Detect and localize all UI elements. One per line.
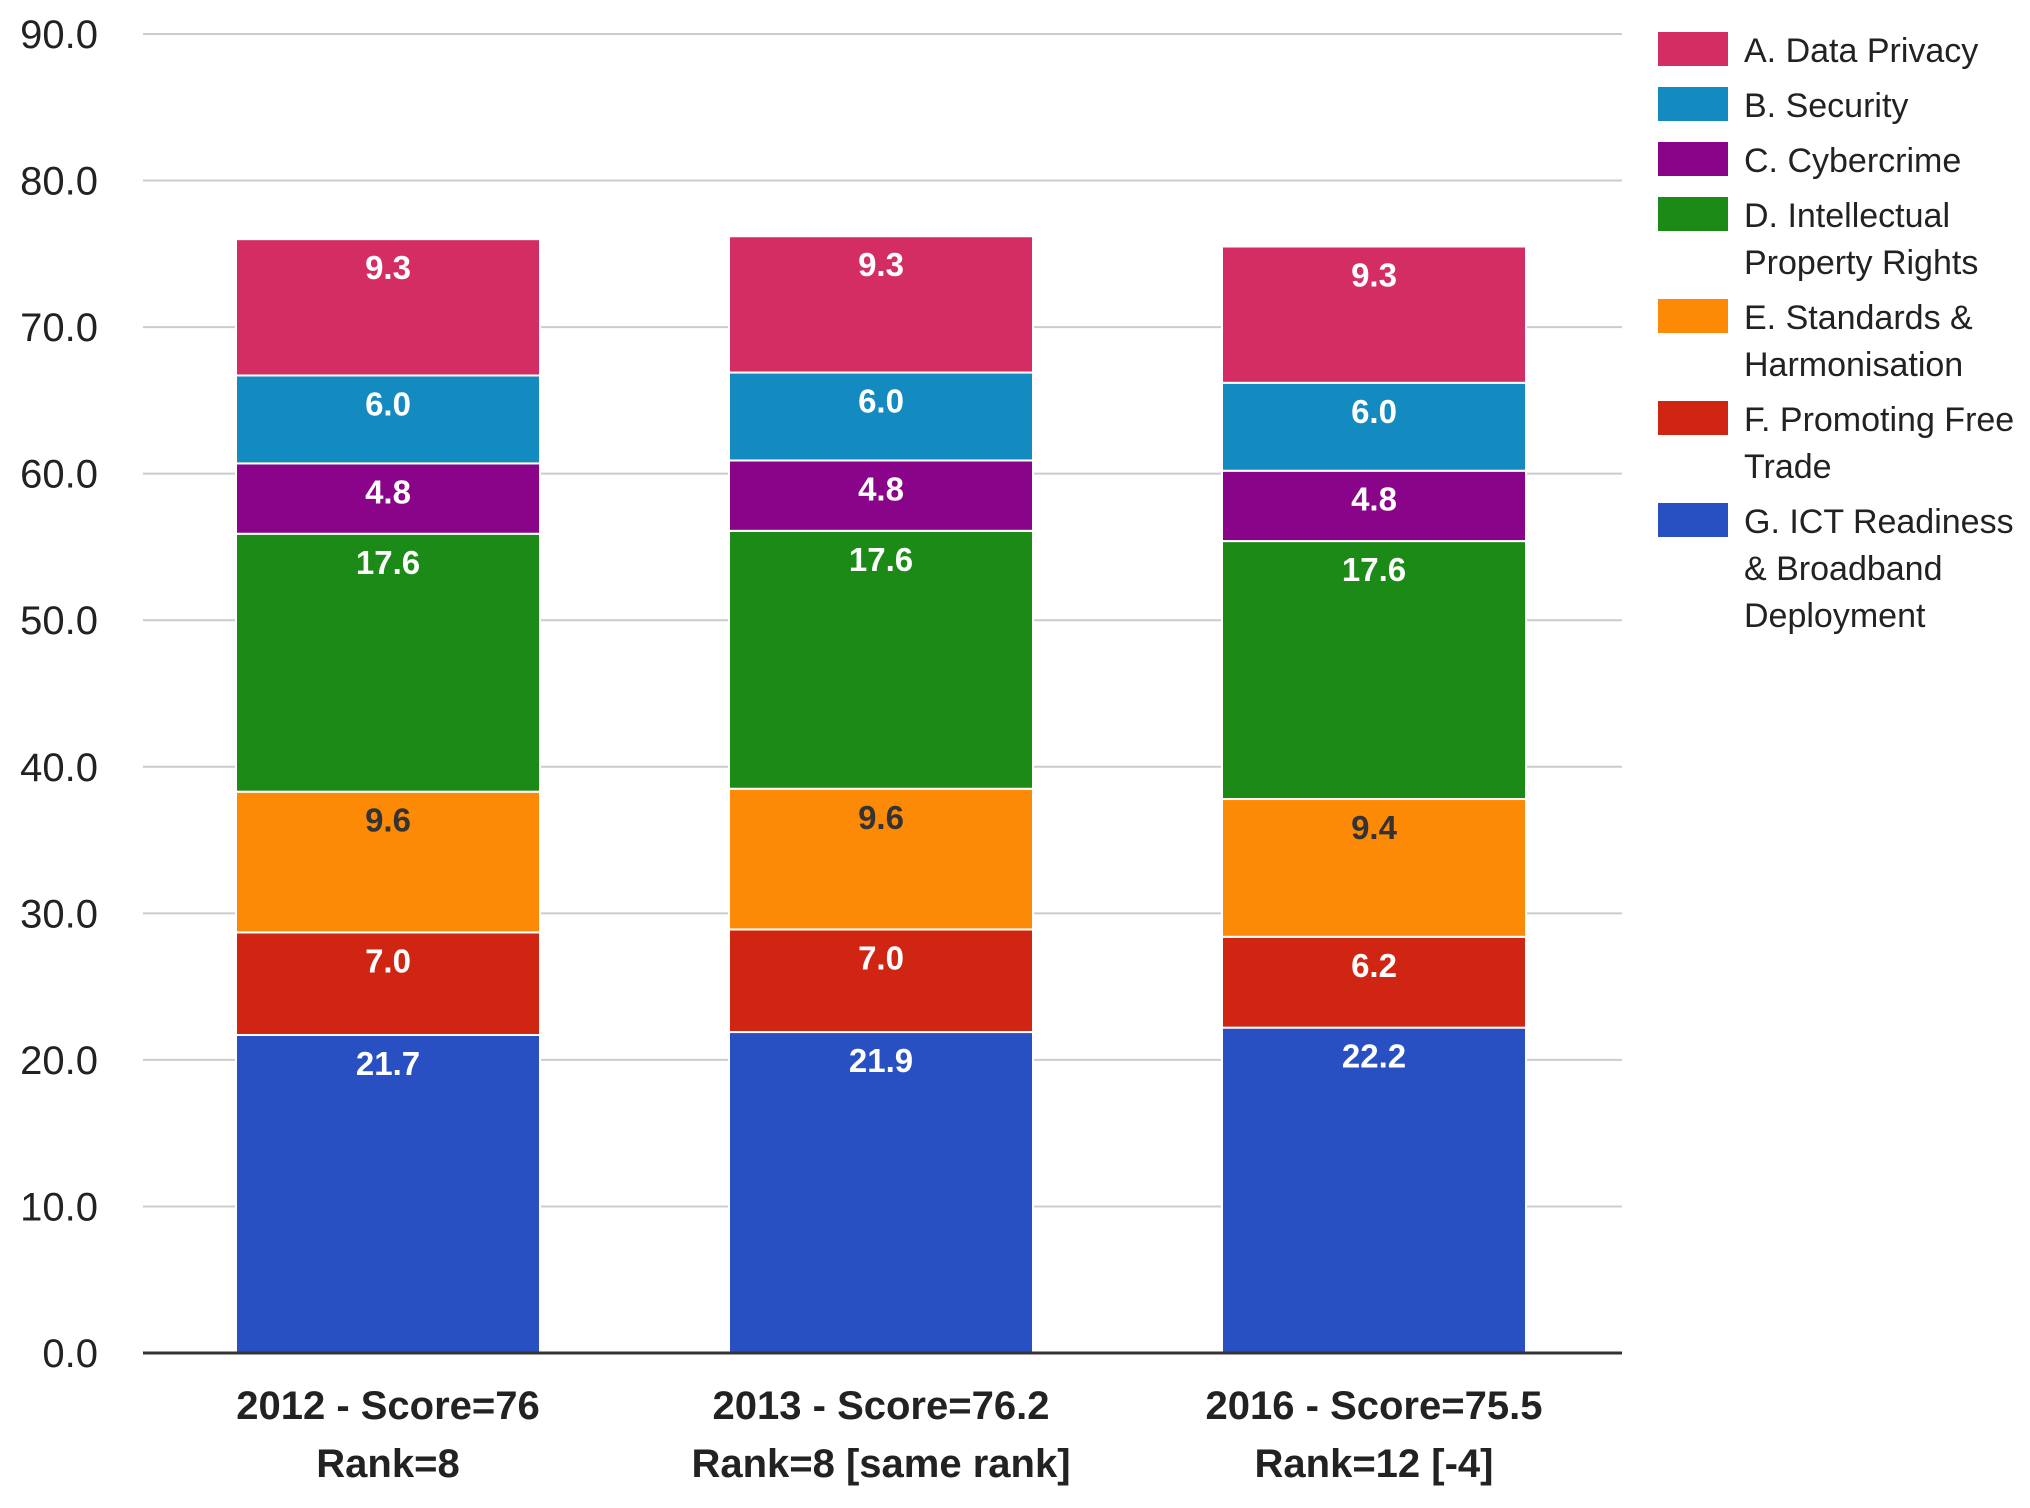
data-label: 21.9 [849, 1042, 913, 1079]
y-tick-label: 30.0 [20, 892, 98, 936]
data-label: 17.6 [1342, 551, 1406, 588]
x-category-label: 2013 - Score=76.2 [713, 1384, 1050, 1428]
bars-layer: 21.7 7.0 9.6 17.6 4.8 6.0 9.3 21.9 7.0 9.6 17.6 4.8… [235, 235, 1527, 1355]
bar-segment [235, 238, 541, 377]
data-label: 4.8 [365, 473, 411, 510]
x-category-label: Rank=8 [316, 1442, 459, 1486]
bar-segment [1221, 245, 1527, 384]
legend-entry: A. Data Privacy [1658, 32, 1978, 70]
data-label: 9.6 [858, 799, 904, 836]
y-tick-label: 40.0 [20, 746, 98, 790]
data-label: 21.7 [356, 1045, 420, 1082]
data-label: 9.3 [1351, 257, 1397, 294]
data-label: 7.0 [365, 942, 411, 979]
legend-entry: B. Security [1658, 87, 1908, 125]
x-category-label: Rank=12 [-4] [1255, 1442, 1494, 1486]
legend-label: & Broadband [1744, 550, 1943, 588]
legend-swatch [1658, 32, 1728, 66]
data-label: 9.3 [858, 246, 904, 283]
axis-layer: 0.0 10.0 20.0 30.0 40.0 50.0 60.0 70.0 80.0 90.0 2… [20, 13, 1622, 1486]
data-label: 22.2 [1342, 1038, 1406, 1075]
data-label: 17.6 [356, 544, 420, 581]
bar-segment [235, 790, 541, 934]
y-tick-label: 0.0 [42, 1332, 98, 1376]
bar-segment [1221, 469, 1527, 543]
data-label: 6.0 [1351, 393, 1397, 430]
data-label: 9.6 [365, 802, 411, 839]
legend-label: A. Data Privacy [1744, 32, 1978, 70]
bar-segment [728, 787, 1034, 931]
legend-entry: E. Standards & Harmonisation [1658, 299, 1973, 384]
data-label: 6.0 [365, 385, 411, 422]
bar-segment [728, 459, 1034, 532]
bar-segment [1221, 540, 1527, 801]
bar-segment [728, 529, 1034, 790]
y-tick-label: 70.0 [20, 306, 98, 350]
bar-segment [235, 931, 541, 1036]
legend-swatch [1658, 401, 1728, 435]
x-category-label: 2016 - Score=75.5 [1206, 1384, 1543, 1428]
data-label: 6.0 [858, 383, 904, 420]
legend-entry: C. Cybercrime [1658, 142, 1961, 180]
legend-label: F. Promoting Free [1744, 401, 2014, 439]
legend-swatch [1658, 197, 1728, 231]
bar-segment [1221, 935, 1527, 1029]
y-tick-label: 80.0 [20, 160, 98, 204]
legend-swatch [1658, 299, 1728, 333]
legend-label: Deployment [1744, 597, 1926, 635]
legend-label: Property Rights [1744, 244, 1978, 282]
data-label: 4.8 [858, 470, 904, 507]
legend-entry: G. ICT Readiness & Broadband Deployment [1658, 503, 2014, 635]
y-tick-label: 20.0 [20, 1039, 98, 1083]
bar-segment [728, 1031, 1034, 1354]
bar-segment [728, 235, 1034, 374]
bar-segment [235, 532, 541, 793]
data-label: 7.0 [858, 939, 904, 976]
y-tick-label: 10.0 [20, 1185, 98, 1229]
legend-label: E. Standards & [1744, 299, 1973, 337]
legend-swatch [1658, 87, 1728, 121]
legend-label: B. Security [1744, 87, 1908, 125]
bar-segment [1221, 798, 1527, 938]
data-label: 9.4 [1351, 809, 1398, 846]
data-label: 6.2 [1351, 947, 1397, 984]
bar-segment [1221, 381, 1527, 472]
legend-entry: F. Promoting Free Trade [1658, 401, 2014, 486]
legend-label: Trade [1744, 448, 1832, 486]
x-category-label: Rank=8 [same rank] [691, 1442, 1070, 1486]
data-label: 9.3 [365, 249, 411, 286]
bar-segment [1221, 1026, 1527, 1354]
legend-label: G. ICT Readiness [1744, 503, 2014, 541]
legend-label: D. Intellectual [1744, 197, 1950, 235]
data-label: 4.8 [1351, 481, 1397, 518]
bar-segment [235, 462, 541, 535]
legend-label: Harmonisation [1744, 346, 1963, 384]
legend: A. Data Privacy B. Security C. Cybercrime D… [1658, 32, 2014, 635]
legend-swatch [1658, 503, 1728, 537]
y-tick-label: 50.0 [20, 599, 98, 643]
y-tick-label: 60.0 [20, 453, 98, 497]
bar-segment [235, 374, 541, 465]
y-tick-label: 90.0 [20, 13, 98, 57]
x-category-label: 2012 - Score=76 [236, 1384, 540, 1428]
legend-label: C. Cybercrime [1744, 142, 1961, 180]
bar-segment [235, 1033, 541, 1355]
data-label: 17.6 [849, 541, 913, 578]
legend-swatch [1658, 142, 1728, 176]
legend-entry: D. Intellectual Property Rights [1658, 197, 1978, 282]
